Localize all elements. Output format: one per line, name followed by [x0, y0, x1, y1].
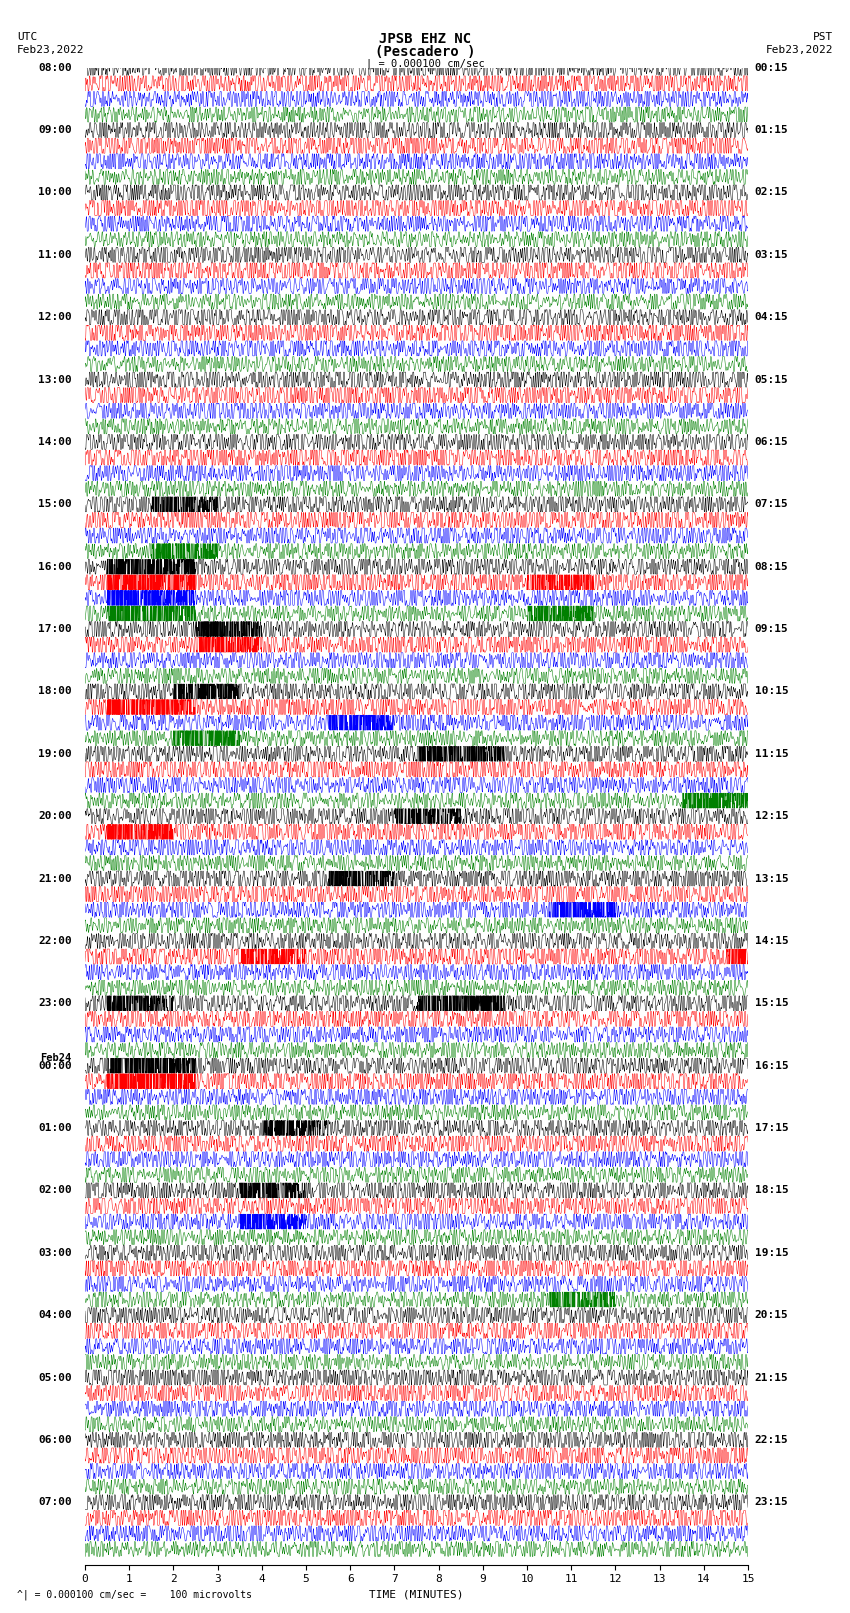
Text: 04:15: 04:15	[755, 313, 789, 323]
Text: 04:00: 04:00	[38, 1310, 71, 1319]
Text: 20:00: 20:00	[38, 811, 71, 821]
Text: 08:15: 08:15	[755, 561, 789, 571]
Text: 01:15: 01:15	[755, 126, 789, 135]
Text: 17:00: 17:00	[38, 624, 71, 634]
Text: 13:00: 13:00	[38, 374, 71, 384]
Text: 10:15: 10:15	[755, 687, 789, 697]
Text: Feb24: Feb24	[41, 1053, 71, 1063]
Text: 09:00: 09:00	[38, 126, 71, 135]
Text: 23:00: 23:00	[38, 998, 71, 1008]
Text: Feb23,2022: Feb23,2022	[17, 45, 84, 55]
Text: 02:15: 02:15	[755, 187, 789, 197]
Text: ^| = 0.000100 cm/sec =    100 microvolts: ^| = 0.000100 cm/sec = 100 microvolts	[17, 1589, 252, 1600]
Text: 00:15: 00:15	[755, 63, 789, 73]
Text: 20:15: 20:15	[755, 1310, 789, 1319]
Text: | = 0.000100 cm/sec: | = 0.000100 cm/sec	[366, 58, 484, 69]
Text: 09:15: 09:15	[755, 624, 789, 634]
Text: 03:00: 03:00	[38, 1248, 71, 1258]
Text: 10:00: 10:00	[38, 187, 71, 197]
Text: 16:15: 16:15	[755, 1061, 789, 1071]
Text: 03:15: 03:15	[755, 250, 789, 260]
Text: UTC: UTC	[17, 32, 37, 42]
Text: 22:15: 22:15	[755, 1436, 789, 1445]
Text: 11:15: 11:15	[755, 748, 789, 758]
Text: 13:15: 13:15	[755, 874, 789, 884]
Text: 07:00: 07:00	[38, 1497, 71, 1507]
Text: 21:00: 21:00	[38, 874, 71, 884]
Text: 21:15: 21:15	[755, 1373, 789, 1382]
Text: 16:00: 16:00	[38, 561, 71, 571]
Text: 17:15: 17:15	[755, 1123, 789, 1132]
Text: 23:15: 23:15	[755, 1497, 789, 1507]
Text: 08:00: 08:00	[38, 63, 71, 73]
Text: 14:15: 14:15	[755, 936, 789, 945]
Text: 18:15: 18:15	[755, 1186, 789, 1195]
Text: 02:00: 02:00	[38, 1186, 71, 1195]
Text: 14:00: 14:00	[38, 437, 71, 447]
Text: 18:00: 18:00	[38, 687, 71, 697]
Text: 22:00: 22:00	[38, 936, 71, 945]
Text: 06:00: 06:00	[38, 1436, 71, 1445]
Text: 19:15: 19:15	[755, 1248, 789, 1258]
Text: 11:00: 11:00	[38, 250, 71, 260]
Text: PST: PST	[813, 32, 833, 42]
Text: Feb23,2022: Feb23,2022	[766, 45, 833, 55]
Text: 15:15: 15:15	[755, 998, 789, 1008]
Text: 12:00: 12:00	[38, 313, 71, 323]
Text: 06:15: 06:15	[755, 437, 789, 447]
Text: 15:00: 15:00	[38, 500, 71, 510]
Text: 12:15: 12:15	[755, 811, 789, 821]
X-axis label: TIME (MINUTES): TIME (MINUTES)	[369, 1590, 464, 1600]
Text: 05:15: 05:15	[755, 374, 789, 384]
Text: 19:00: 19:00	[38, 748, 71, 758]
Text: 05:00: 05:00	[38, 1373, 71, 1382]
Text: 01:00: 01:00	[38, 1123, 71, 1132]
Text: 07:15: 07:15	[755, 500, 789, 510]
Text: (Pescadero ): (Pescadero )	[375, 45, 475, 60]
Text: JPSB EHZ NC: JPSB EHZ NC	[379, 32, 471, 47]
Text: 00:00: 00:00	[38, 1061, 71, 1071]
